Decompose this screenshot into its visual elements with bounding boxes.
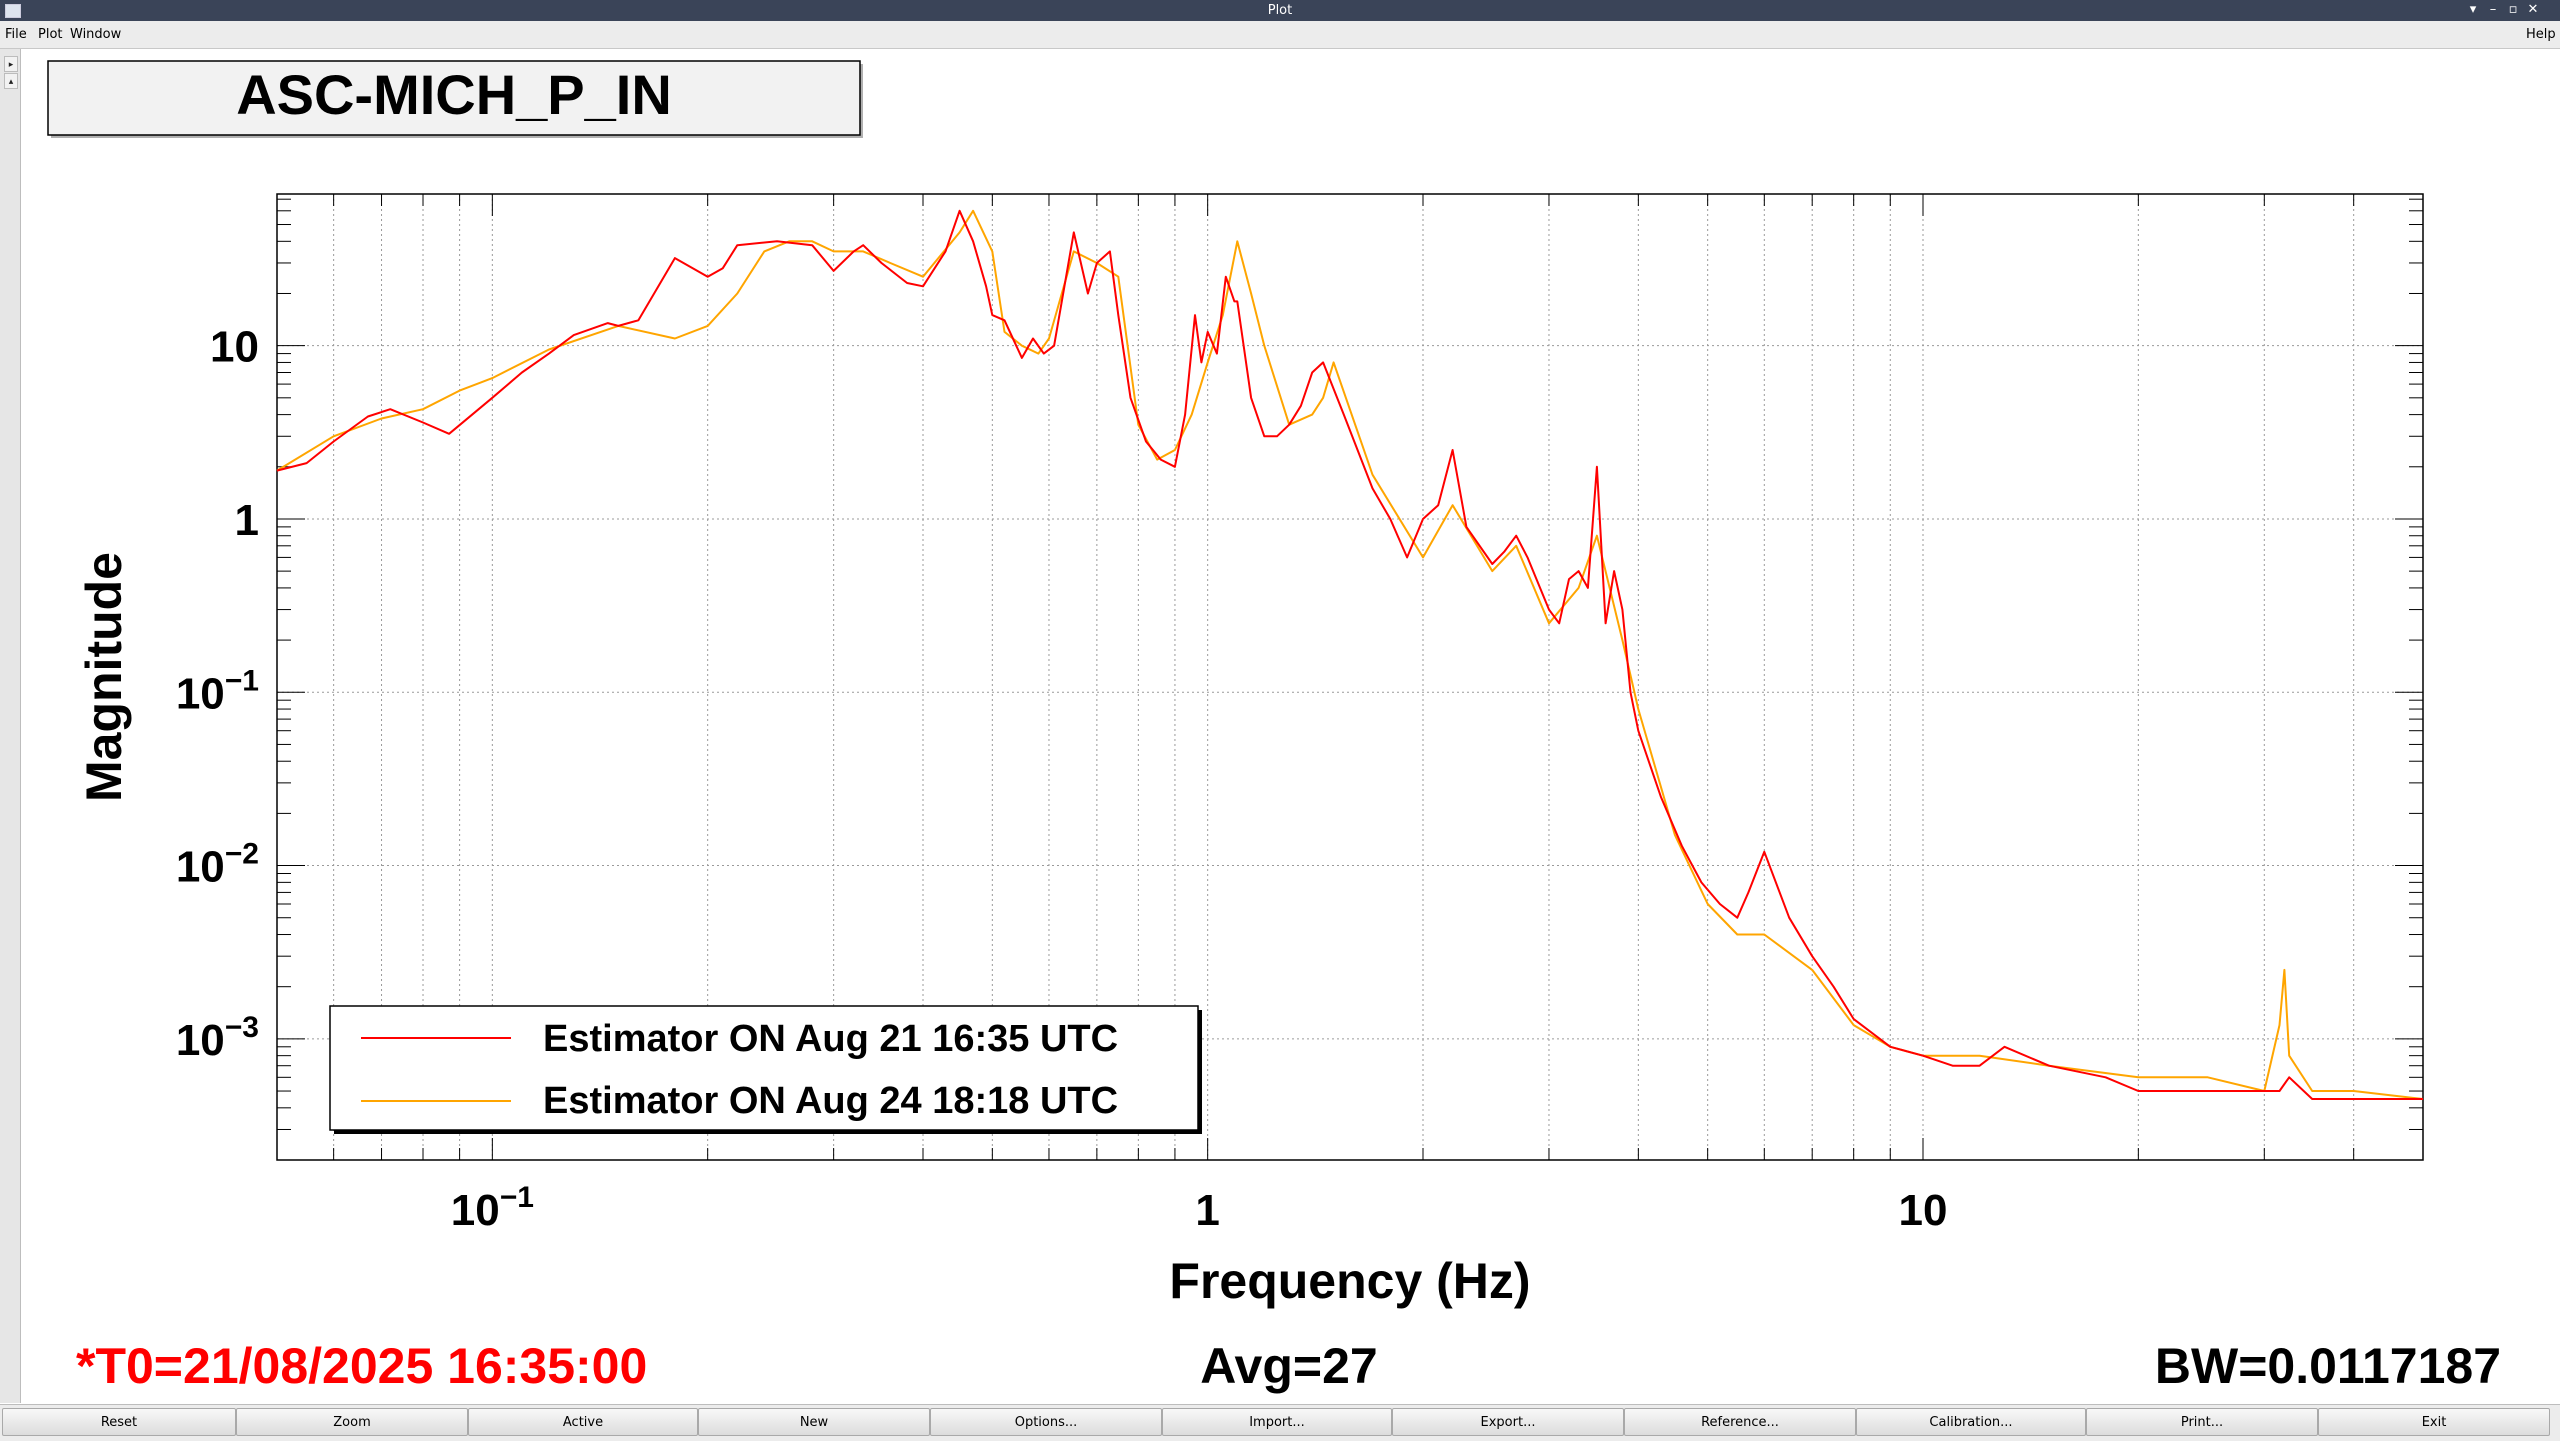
zoom-button[interactable]: Zoom (236, 1408, 468, 1436)
y-axis-label: Magnitude (76, 552, 132, 802)
grid-layer (277, 194, 2423, 1160)
legend-label-series-2: Estimator ON Aug 24 18:18 UTC (543, 1080, 1118, 1122)
legend-box (329, 1005, 1199, 1131)
tick-labels-layer: 10−1 1 10 10 1 10−1 10−2 10−3 (176, 323, 1948, 1235)
menu-plot[interactable]: Plot (38, 27, 63, 42)
y-tick-label: 10−1 (176, 664, 259, 718)
plot-canvas[interactable]: ASC-MICH_P_IN 10−1 1 10 10 1 10−1 10−2 10−3 Fre… (21, 49, 2560, 1403)
options-button[interactable]: Options... (930, 1408, 1162, 1436)
plot-title: ASC-MICH_P_IN (236, 63, 672, 126)
x-tick-label: 10 (1899, 1186, 1948, 1235)
reference-button[interactable]: Reference... (1624, 1408, 1856, 1436)
avg-status: Avg=27 (1200, 1338, 1377, 1394)
y-tick-label: 10−2 (176, 838, 259, 892)
t0-status: *T0=21/08/2025 16:35:00 (76, 1338, 647, 1394)
series-layer (276, 209, 2424, 1100)
plot-area[interactable]: ASC-MICH_P_IN 10−1 1 10 10 1 10−1 10−2 10−3 Fre… (21, 49, 2560, 1403)
shade-icon[interactable]: – (2489, 2, 2497, 17)
close-icon[interactable]: ✕ (2527, 2, 2539, 17)
minimize-icon[interactable]: ▾ (2469, 2, 2477, 17)
series-line-1 (276, 209, 2423, 1100)
reset-button[interactable]: Reset (2, 1408, 236, 1436)
menu-bar: File Plot Window Help (0, 21, 2560, 49)
legend-label-series-1: Estimator ON Aug 21 16:35 UTC (543, 1018, 1118, 1060)
print-button[interactable]: Print... (2086, 1408, 2318, 1436)
x-tick-label: 1 (1195, 1186, 1219, 1235)
menu-file[interactable]: File (5, 27, 27, 42)
menu-window[interactable]: Window (70, 27, 122, 42)
window-titlebar: Plot ▾ – ▫ ✕ (0, 0, 2560, 21)
maximize-icon[interactable]: ▫ (2508, 2, 2518, 17)
y-tick-label: 1 (235, 496, 259, 545)
series-line-2 (276, 209, 2424, 1100)
y-tick-label: 10 (210, 323, 259, 372)
import-button[interactable]: Import... (1162, 1408, 1392, 1436)
window-title: Plot (1267, 3, 1293, 18)
active-button[interactable]: Active (468, 1408, 698, 1436)
collapse-up-icon[interactable]: ▴ (4, 73, 18, 89)
expand-right-icon[interactable]: ▸ (4, 56, 18, 72)
export-button[interactable]: Export... (1392, 1408, 1624, 1436)
button-bar: Reset Zoom Active New Options... Import.… (0, 1404, 2560, 1441)
exit-button[interactable]: Exit (2318, 1408, 2550, 1436)
x-tick-label: 10−1 (451, 1181, 534, 1235)
x-axis-label: Frequency (Hz) (1169, 1253, 1530, 1309)
app-icon (5, 4, 21, 18)
title-box (47, 60, 861, 136)
menu-help[interactable]: Help (2526, 27, 2556, 42)
y-tick-label: 10−3 (176, 1011, 259, 1065)
side-toolbar: ▸ ▴ (0, 49, 21, 1403)
new-button[interactable]: New (698, 1408, 930, 1436)
calibration-button[interactable]: Calibration... (1856, 1408, 2086, 1436)
ticks-layer (277, 194, 2423, 1160)
axes-frame (276, 193, 2424, 1161)
bw-status: BW=0.0117187 (2155, 1338, 2501, 1394)
